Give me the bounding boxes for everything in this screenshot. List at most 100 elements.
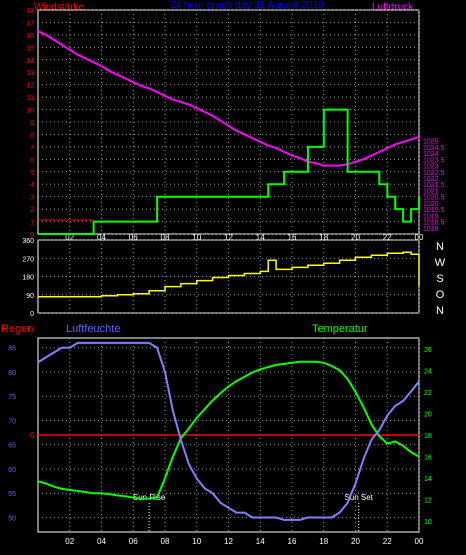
wind-speed-tick: 9	[30, 120, 34, 127]
pressure-tick-labels: 10181018.510191019.510201020.510211021.5…	[423, 139, 445, 233]
time-tick-label: 02	[65, 233, 74, 242]
time-tick-label: 16	[288, 537, 297, 546]
time-tick-label: 04	[97, 537, 106, 546]
pressure-axis-title: Luftdruck	[372, 2, 414, 13]
wind-speed-tick: 2	[30, 207, 34, 214]
wind-axis-title: Windstärke	[34, 2, 84, 13]
pressure-tick: 1021	[423, 188, 439, 195]
humidity-tick: 70	[8, 418, 16, 425]
time-tick-label: 12	[224, 233, 233, 242]
humidity-tick: 50	[8, 515, 16, 522]
wind-speed-tick: 14	[26, 58, 34, 65]
humidity-tick: 75	[8, 394, 16, 401]
pressure-tick: 1024	[423, 151, 439, 158]
compass-label: S	[436, 273, 443, 285]
pressure-tick: 1020	[423, 201, 439, 208]
wind-speed-tick: 8	[30, 132, 34, 139]
chart-title: 24 hour graph day 31 August 2018	[170, 0, 324, 11]
wind-speed-tick: 11	[27, 95, 34, 102]
pressure-tick: 1023.5	[423, 157, 445, 164]
wind-direction-tick-labels: 0 90 180 270 360	[22, 238, 34, 318]
time-tick-label: 22	[383, 537, 392, 546]
wind-speed-tick: 10	[26, 108, 34, 115]
wind-speed-tick: 16	[26, 33, 34, 40]
wind-speed-tick: 6	[30, 157, 34, 164]
humidity-temperature-time-tick-labels: 02 04 06 08 10 12 14 16 18 20 22 00	[65, 537, 424, 546]
pressure-tick: 1020.5	[423, 195, 445, 202]
wind-direction-series-line	[38, 251, 420, 298]
wind-speed-tick: 4	[30, 182, 34, 189]
sun-annotations: Sun Rise Sun Set	[133, 493, 374, 532]
temperature-tick: 16	[424, 455, 432, 462]
time-tick-label: 10	[192, 537, 201, 546]
temperature-tick: 24	[424, 368, 432, 375]
pressure-series-line	[37, 30, 420, 167]
pressure-tick: 1022	[423, 176, 439, 183]
wind-speed-tick: 18	[26, 8, 34, 15]
time-tick-label: 16	[288, 233, 297, 242]
temperature-tick: 22	[424, 390, 432, 397]
direction-tick: 0	[30, 311, 34, 318]
pressure-tick: 1023	[423, 164, 439, 171]
time-tick-label: 06	[129, 537, 138, 546]
temperature-tick: 20	[424, 411, 432, 418]
humidity-tick: 80	[8, 370, 16, 377]
compass-label: O	[436, 289, 445, 301]
wind-speed-tick: 3	[30, 195, 34, 202]
humidity-tick: 65	[8, 443, 16, 450]
wind-speed-tick: 13	[26, 70, 34, 77]
time-tick-label: 08	[161, 233, 170, 242]
pressure-tick: 1018	[423, 226, 439, 233]
direction-tick: 360	[22, 238, 34, 245]
compass-label: N	[436, 241, 444, 253]
humidity-tick-labels: 50 55 60 65 70 75 80 85	[8, 346, 16, 523]
pressure-tick: 1022.5	[423, 170, 445, 177]
time-tick-label: 12	[224, 537, 233, 546]
wind-speed-tick: 1	[30, 220, 34, 227]
wind-speed-tick: 5	[30, 170, 34, 177]
humidity-tick: 85	[8, 346, 16, 353]
wind-speed-tick: 7	[30, 145, 34, 152]
pressure-tick: 1021.5	[423, 182, 445, 189]
temperature-tick: 10	[424, 519, 432, 526]
sun-marker-label: Sun Set	[344, 493, 373, 502]
compass-label: W	[435, 257, 446, 269]
time-tick-label: 00	[415, 233, 424, 242]
direction-tick: 180	[22, 275, 34, 282]
temperature-tick: 26	[424, 347, 432, 354]
temperature-tick: 14	[424, 476, 432, 483]
time-tick-label: 22	[383, 233, 392, 242]
wind-speed-tick: 17	[26, 20, 34, 27]
time-tick-label: 14	[256, 233, 265, 242]
wind-speed-tick: 12	[26, 83, 34, 90]
direction-tick: 90	[26, 293, 34, 300]
time-tick-label: 08	[161, 537, 170, 546]
rain-axis-title: Regen	[1, 323, 33, 335]
humidity-series-line	[37, 341, 420, 521]
compass-label: N	[436, 305, 444, 317]
temperature-tick: 18	[424, 433, 432, 440]
pressure-tick: 1024.5	[423, 145, 445, 152]
direction-tick: 270	[22, 256, 34, 263]
time-tick-label: 14	[256, 537, 265, 546]
time-tick-label: 02	[65, 537, 74, 546]
rain-level-label: 0	[30, 431, 35, 440]
time-tick-label: 18	[319, 537, 328, 546]
time-tick-label: 04	[97, 233, 106, 242]
pressure-tick: 1019.5	[423, 207, 445, 214]
temperature-tick: 12	[424, 498, 432, 505]
time-tick-label: 00	[415, 537, 424, 546]
time-tick-label: 18	[319, 233, 328, 242]
pressure-tick: 1018.5	[423, 220, 445, 227]
temperature-axis-title: Temperatur	[312, 323, 368, 335]
time-tick-label: 20	[351, 233, 360, 242]
temperature-tick-labels: 10 12 14 16 18 20 22 24 26	[424, 347, 432, 526]
time-tick-label: 20	[351, 537, 360, 546]
humidity-temperature-chart: 50 55 60 65 70 75 80 85 10 12 14 16 18 20 22 24 26 02 04…	[8, 337, 432, 546]
wind-speed-tick: 0	[30, 232, 34, 239]
sun-marker-label: Sun Rise	[133, 493, 166, 502]
